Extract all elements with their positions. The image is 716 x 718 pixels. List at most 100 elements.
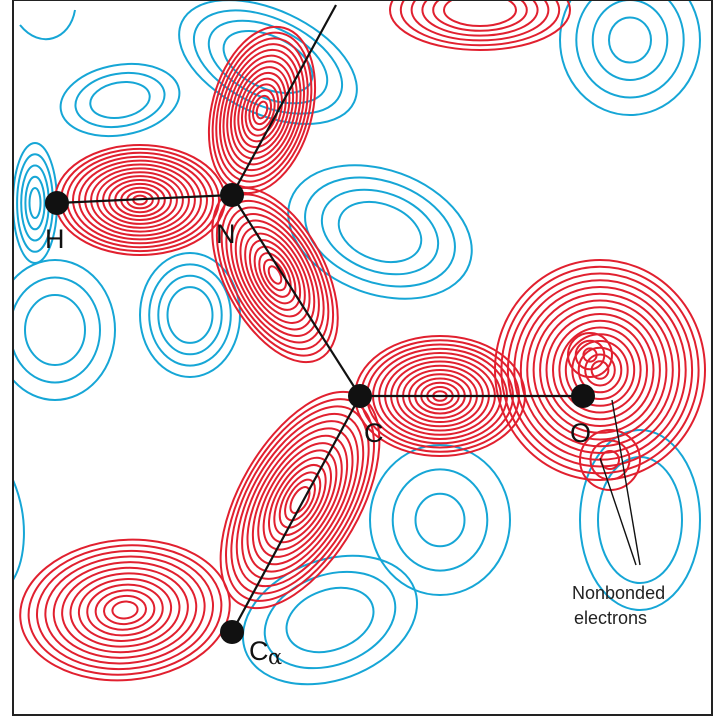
negative-contour (320, 188, 440, 276)
negative-density-contours (13, 0, 701, 686)
callout-line-lower (599, 457, 637, 566)
negative-contour (13, 276, 101, 384)
positive-contour (278, 471, 322, 529)
positive-contour (230, 213, 320, 337)
positive-contour (584, 353, 616, 387)
positive-contour (564, 333, 636, 407)
positive-contour (225, 206, 325, 344)
callout-line-upper (611, 399, 641, 566)
label-o: O (570, 418, 591, 448)
atoms (45, 183, 595, 644)
atom-h (45, 191, 69, 215)
positive-contour (61, 566, 189, 654)
negative-contour (608, 16, 652, 64)
positive-contour (44, 555, 206, 665)
negative-contour (575, 0, 685, 99)
positive-contour (432, 0, 528, 32)
positive-contour (244, 232, 306, 318)
positive-contour (233, 66, 291, 154)
label-c: C (364, 418, 384, 448)
positive-contour (571, 340, 629, 400)
annotation-line-1: Nonbonded (572, 583, 665, 603)
negative-contour (139, 252, 241, 378)
negative-contour (24, 294, 86, 366)
positive-contour (19, 538, 231, 682)
atom-calpha (220, 620, 244, 644)
positive-contour (84, 163, 196, 237)
negative-contour (28, 187, 42, 219)
positive-contour (582, 347, 598, 363)
negative-contour (285, 586, 375, 654)
positive-contour (86, 583, 164, 637)
bond-n-top (231, 4, 337, 196)
negative-contour (559, 0, 701, 116)
negative-contour (391, 468, 489, 572)
positive-contour (262, 449, 338, 551)
positive-contour (532, 299, 668, 441)
positive-contour (389, 0, 571, 51)
positive-contour (72, 155, 208, 245)
positive-contour (241, 77, 283, 143)
positive-contour (257, 442, 343, 558)
label-h: H (45, 224, 65, 254)
positive-contour (399, 0, 561, 47)
positive-contour (248, 239, 302, 311)
positive-contour (289, 486, 311, 514)
bond-lines (56, 4, 583, 633)
positive-contour (226, 54, 298, 166)
negative-contour (19, 9, 76, 41)
positive-contour (494, 259, 706, 481)
positive-contour (539, 306, 661, 434)
negative-contour (157, 274, 223, 356)
negative-contour (13, 479, 25, 581)
positive-contour (234, 219, 316, 331)
positive-contour (506, 272, 694, 468)
positive-contour (77, 578, 173, 642)
positive-contour (421, 0, 539, 37)
negative-contour (369, 444, 511, 596)
negative-contour (304, 176, 456, 288)
atom-o (571, 384, 595, 408)
positive-contour (251, 94, 273, 126)
positive-contour (239, 226, 311, 324)
positive-contour (574, 339, 606, 371)
positive-contour (69, 572, 181, 648)
positive-contour (552, 319, 648, 421)
bond-h-n (56, 193, 233, 205)
annotation-line-2: electrons (574, 608, 647, 628)
negative-contour (241, 554, 419, 686)
positive-contour (246, 427, 354, 573)
label-n: N (216, 219, 236, 249)
negative-contour (591, 0, 669, 81)
positive-contour (284, 478, 316, 522)
callout-lines (599, 399, 641, 566)
label-calpha: C (249, 636, 269, 666)
positive-contour (255, 100, 269, 120)
positive-contour (253, 245, 297, 305)
bond-n-c (231, 194, 361, 397)
positive-contour (237, 71, 287, 149)
positive-contour (410, 0, 550, 42)
positive-contour (567, 332, 613, 378)
positive-contour (251, 434, 349, 566)
positive-contour (103, 594, 147, 626)
negative-contour (337, 200, 423, 264)
positive-contour (258, 252, 292, 298)
negative-contour (24, 175, 46, 231)
positive-contour (262, 258, 288, 292)
positive-contour (219, 390, 381, 610)
negative-contour (166, 286, 214, 344)
positive-contour (589, 439, 631, 481)
positive-contour (545, 313, 655, 427)
negative-contour (89, 80, 151, 120)
positive-contour (577, 346, 623, 394)
atom-c (348, 384, 372, 408)
positive-contour (248, 89, 276, 131)
positive-contour (218, 43, 306, 177)
positive-contour (579, 429, 641, 491)
positive-contour (273, 464, 327, 536)
positive-contour (519, 286, 681, 454)
positive-contour (268, 456, 332, 544)
positive-contour (267, 265, 283, 285)
positive-contour (500, 265, 700, 475)
